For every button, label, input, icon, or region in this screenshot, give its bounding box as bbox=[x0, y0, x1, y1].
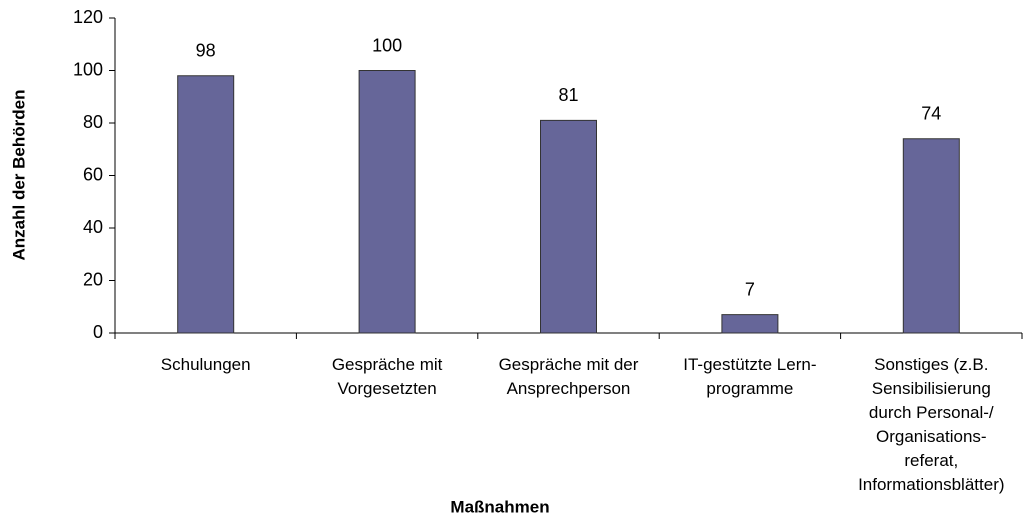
y-axis-title: Anzahl der Behörden bbox=[9, 90, 28, 261]
y-tick-label: 120 bbox=[73, 7, 103, 27]
y-tick-label: 20 bbox=[83, 269, 103, 289]
x-tick-label: Gespräche mit Vorgesetzten bbox=[331, 355, 443, 398]
y-tick-label: 80 bbox=[83, 112, 103, 132]
value-label: 81 bbox=[558, 85, 578, 105]
x-tick-label: Sonstiges (z.B. Sensibilisierung durch P… bbox=[858, 355, 1005, 494]
value-label: 74 bbox=[921, 104, 941, 124]
x-tick-label: Schulungen bbox=[160, 355, 251, 374]
value-label: 7 bbox=[745, 279, 755, 299]
x-tick-label: IT-gestützte Lern- programme bbox=[683, 355, 817, 398]
y-tick-label: 60 bbox=[83, 164, 103, 184]
y-tick-label: 0 bbox=[93, 322, 103, 342]
value-label: 98 bbox=[196, 41, 216, 61]
y-tick-label: 100 bbox=[73, 59, 103, 79]
value-label: 100 bbox=[372, 35, 402, 55]
x-tick-label: Gespräche mit der Ansprechperson bbox=[498, 355, 639, 398]
x-axis-title: Maßnahmen bbox=[450, 497, 549, 516]
y-tick-label: 40 bbox=[83, 217, 103, 237]
bar bbox=[177, 75, 235, 334]
bar bbox=[902, 138, 960, 334]
bar bbox=[358, 70, 416, 334]
bar bbox=[721, 314, 779, 334]
bar bbox=[540, 119, 597, 334]
